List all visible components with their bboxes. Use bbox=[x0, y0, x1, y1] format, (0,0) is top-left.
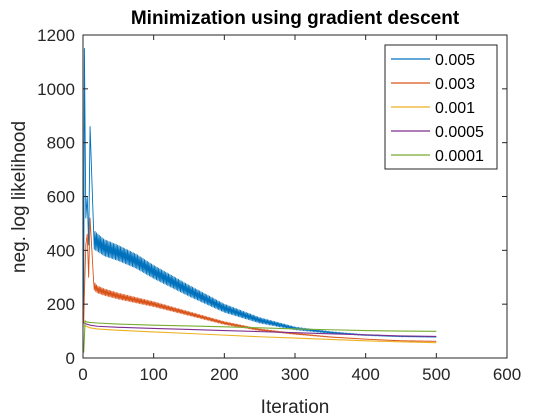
x-tick-label: 500 bbox=[422, 365, 450, 384]
y-tick-label: 400 bbox=[47, 241, 75, 260]
axes: 0 100 200 300 400 500 600 0 200 400 600 800 1000 1200 bbox=[37, 26, 521, 384]
x-tick-label: 0 bbox=[78, 365, 87, 384]
series-line-3 bbox=[83, 322, 437, 338]
x-tick-label: 600 bbox=[493, 365, 521, 384]
x-axis-label: Iteration bbox=[261, 397, 330, 418]
x-tick-label: 200 bbox=[210, 365, 238, 384]
y-axis-label: neg. log likelihood bbox=[9, 121, 30, 273]
plot-area bbox=[83, 48, 437, 353]
series-line-4 bbox=[83, 320, 437, 353]
series-line-0 bbox=[83, 48, 437, 338]
chart-title: Minimization using gradient descent bbox=[131, 8, 460, 29]
x-tick-label: 100 bbox=[139, 365, 167, 384]
y-tick-label: 200 bbox=[47, 295, 75, 314]
x-tick-label: 400 bbox=[351, 365, 379, 384]
y-tick-label: 800 bbox=[47, 134, 75, 153]
legend-label: 0.003 bbox=[435, 76, 475, 93]
legend: 0.005 0.003 0.001 0.0005 0.0001 bbox=[384, 44, 498, 170]
y-tick-label: 600 bbox=[47, 188, 75, 207]
y-tick-label: 0 bbox=[66, 349, 75, 368]
legend-label: 0.001 bbox=[435, 100, 475, 117]
legend-label: 0.005 bbox=[435, 52, 475, 69]
legend-label: 0.0001 bbox=[435, 148, 484, 165]
y-tick-label: 1200 bbox=[37, 26, 75, 45]
x-tick-label: 300 bbox=[281, 365, 309, 384]
series-line-1 bbox=[83, 217, 437, 342]
series-line-2 bbox=[83, 325, 437, 344]
legend-label: 0.0005 bbox=[435, 124, 484, 141]
y-tick-label: 1000 bbox=[37, 80, 75, 99]
